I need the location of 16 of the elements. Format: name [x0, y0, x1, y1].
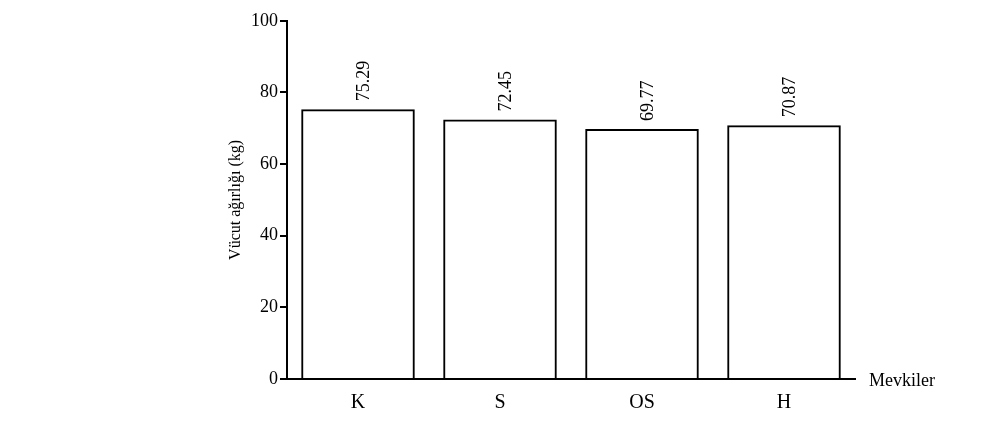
- data-label: 69.77: [636, 80, 657, 122]
- y-tick-label: 40: [260, 224, 278, 245]
- data-label: 72.45: [494, 70, 515, 112]
- y-tick-label: 100: [251, 9, 278, 30]
- y-tick-label: 80: [260, 81, 278, 102]
- x-tick-label: H: [776, 390, 792, 413]
- y-tick-label: 20: [260, 296, 278, 317]
- data-label: 75.29: [352, 60, 373, 102]
- data-label: 70.87: [778, 76, 799, 118]
- x-axis-title: Mevkiler: [869, 369, 935, 390]
- x-tick-label: OS: [629, 390, 655, 413]
- x-tick-label: K: [350, 390, 366, 413]
- y-tick-label: 60: [260, 152, 278, 173]
- x-tick-label: S: [494, 390, 506, 413]
- y-tick-label: 0: [269, 367, 278, 388]
- y-axis-title: Vücut ağırlığı (kg): [225, 139, 244, 260]
